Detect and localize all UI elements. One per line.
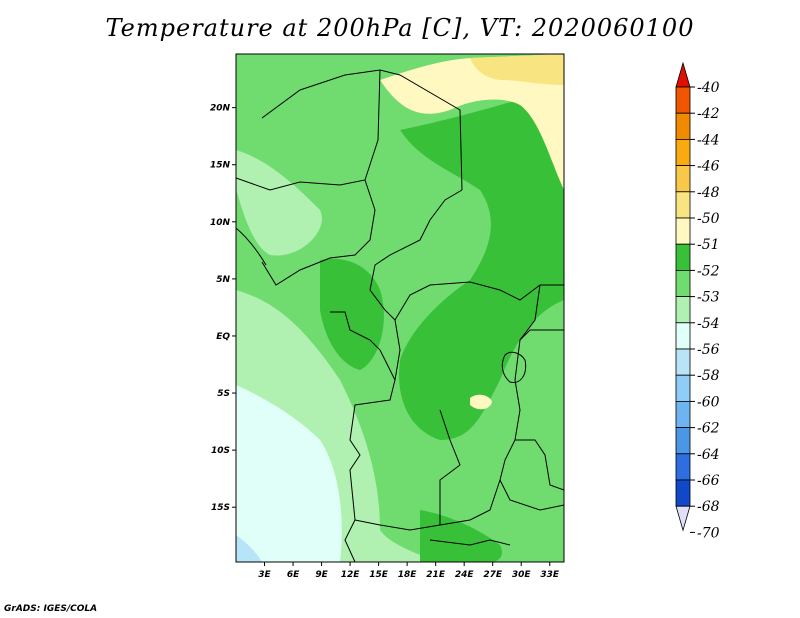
x-tick-label: 27E — [483, 570, 503, 580]
country-borders — [236, 69, 564, 562]
colorbar-label: -62 — [697, 421, 720, 437]
contour-region-50-48-ne — [470, 54, 564, 85]
colorbar-label: -68 — [697, 499, 720, 515]
contour-region-52-51-east — [399, 90, 564, 440]
y-tick-label: 10N — [210, 218, 231, 228]
colorbar-label: -58 — [697, 368, 720, 384]
y-tick-label: 15S — [211, 503, 230, 513]
colorbar-swatch — [675, 296, 691, 324]
x-tick-label: 33E — [540, 570, 560, 580]
x-tick-label: 6E — [287, 570, 300, 580]
colorbar-label: -60 — [697, 394, 720, 410]
colorbar-label: -42 — [697, 106, 720, 122]
map-frame — [235, 53, 565, 563]
y-tick-label: EQ — [216, 332, 230, 342]
colorbar-label: -50 — [697, 211, 720, 227]
colorbar-swatch — [675, 322, 691, 350]
x-tick-label: 30E — [512, 570, 532, 580]
y-tick-label: 15N — [210, 161, 231, 171]
colorbar-label: -52 — [697, 263, 720, 279]
colorbar-swatch — [675, 191, 691, 219]
colorbar-label: -46 — [697, 159, 720, 175]
x-tick-label: 21E — [426, 570, 446, 580]
colorbar-label: -70 — [697, 525, 720, 541]
colorbar: -40 -42 -44 -46 -48 -50 -51 -52 -53 -54 -56 -58 -60 -… — [675, 61, 720, 541]
colorbar-label: -44 — [697, 132, 720, 148]
colorbar-swatch — [675, 165, 691, 193]
colorbar-label: -48 — [697, 185, 720, 201]
x-tick-label: 12E — [341, 570, 361, 580]
colorbar-label: -64 — [697, 447, 720, 463]
colorbar-swatch — [675, 453, 691, 481]
colorbar-swatch — [675, 217, 691, 245]
colorbar-swatch — [675, 86, 691, 114]
colorbar-label: -51 — [697, 237, 720, 253]
y-tick-label: 10S — [211, 446, 230, 456]
contour-region-54-56 — [236, 385, 342, 562]
colorbar-label: -56 — [697, 342, 720, 358]
x-axis: 3E 6E 9E 12E 15E 18E 21E 24E 27E 30E 33E — [258, 562, 560, 580]
contour-region-53-54-north — [236, 150, 322, 256]
x-tick-label: 18E — [398, 570, 418, 580]
grads-credit: GrADS: IGES/COLA — [4, 604, 98, 614]
colorbar-swatch — [675, 479, 691, 507]
temperature-map — [236, 54, 564, 562]
colorbar-swatch — [675, 138, 691, 166]
contour-region-52-51-center — [320, 258, 384, 370]
y-tick-label: 5N — [216, 275, 230, 285]
contour-region-51-50-spot — [470, 394, 492, 410]
colorbar-label: -40 — [697, 80, 720, 96]
colorbar-label: -53 — [697, 290, 720, 306]
chart-title: Temperature at 200hPa [C], VT: 202006010… — [105, 14, 695, 42]
y-tick-label: 5S — [217, 389, 230, 399]
colorbar-bottom-arrow — [675, 505, 691, 532]
colorbar-swatch — [675, 269, 691, 297]
x-tick-label: 3E — [258, 570, 271, 580]
y-axis: 20N 15N 10N 5N EQ 5S 10S 15S — [210, 104, 236, 513]
colorbar-swatch — [675, 374, 691, 402]
x-tick-label: 15E — [369, 570, 389, 580]
contour-region-56-58 — [236, 535, 262, 562]
colorbar-swatch — [675, 243, 691, 271]
y-tick-label: 20N — [210, 104, 231, 114]
colorbar-label: -66 — [697, 473, 720, 489]
colorbar-swatch — [675, 400, 691, 428]
colorbar-swatch — [675, 112, 691, 140]
contour-region-51-50-ne — [380, 54, 564, 190]
colorbar-swatch — [675, 427, 691, 455]
x-tick-label: 9E — [315, 570, 328, 580]
colorbar-top-arrow — [675, 61, 691, 88]
x-tick-label: 24E — [455, 570, 475, 580]
colorbar-label: -54 — [697, 316, 720, 332]
colorbar-swatch — [675, 348, 691, 376]
